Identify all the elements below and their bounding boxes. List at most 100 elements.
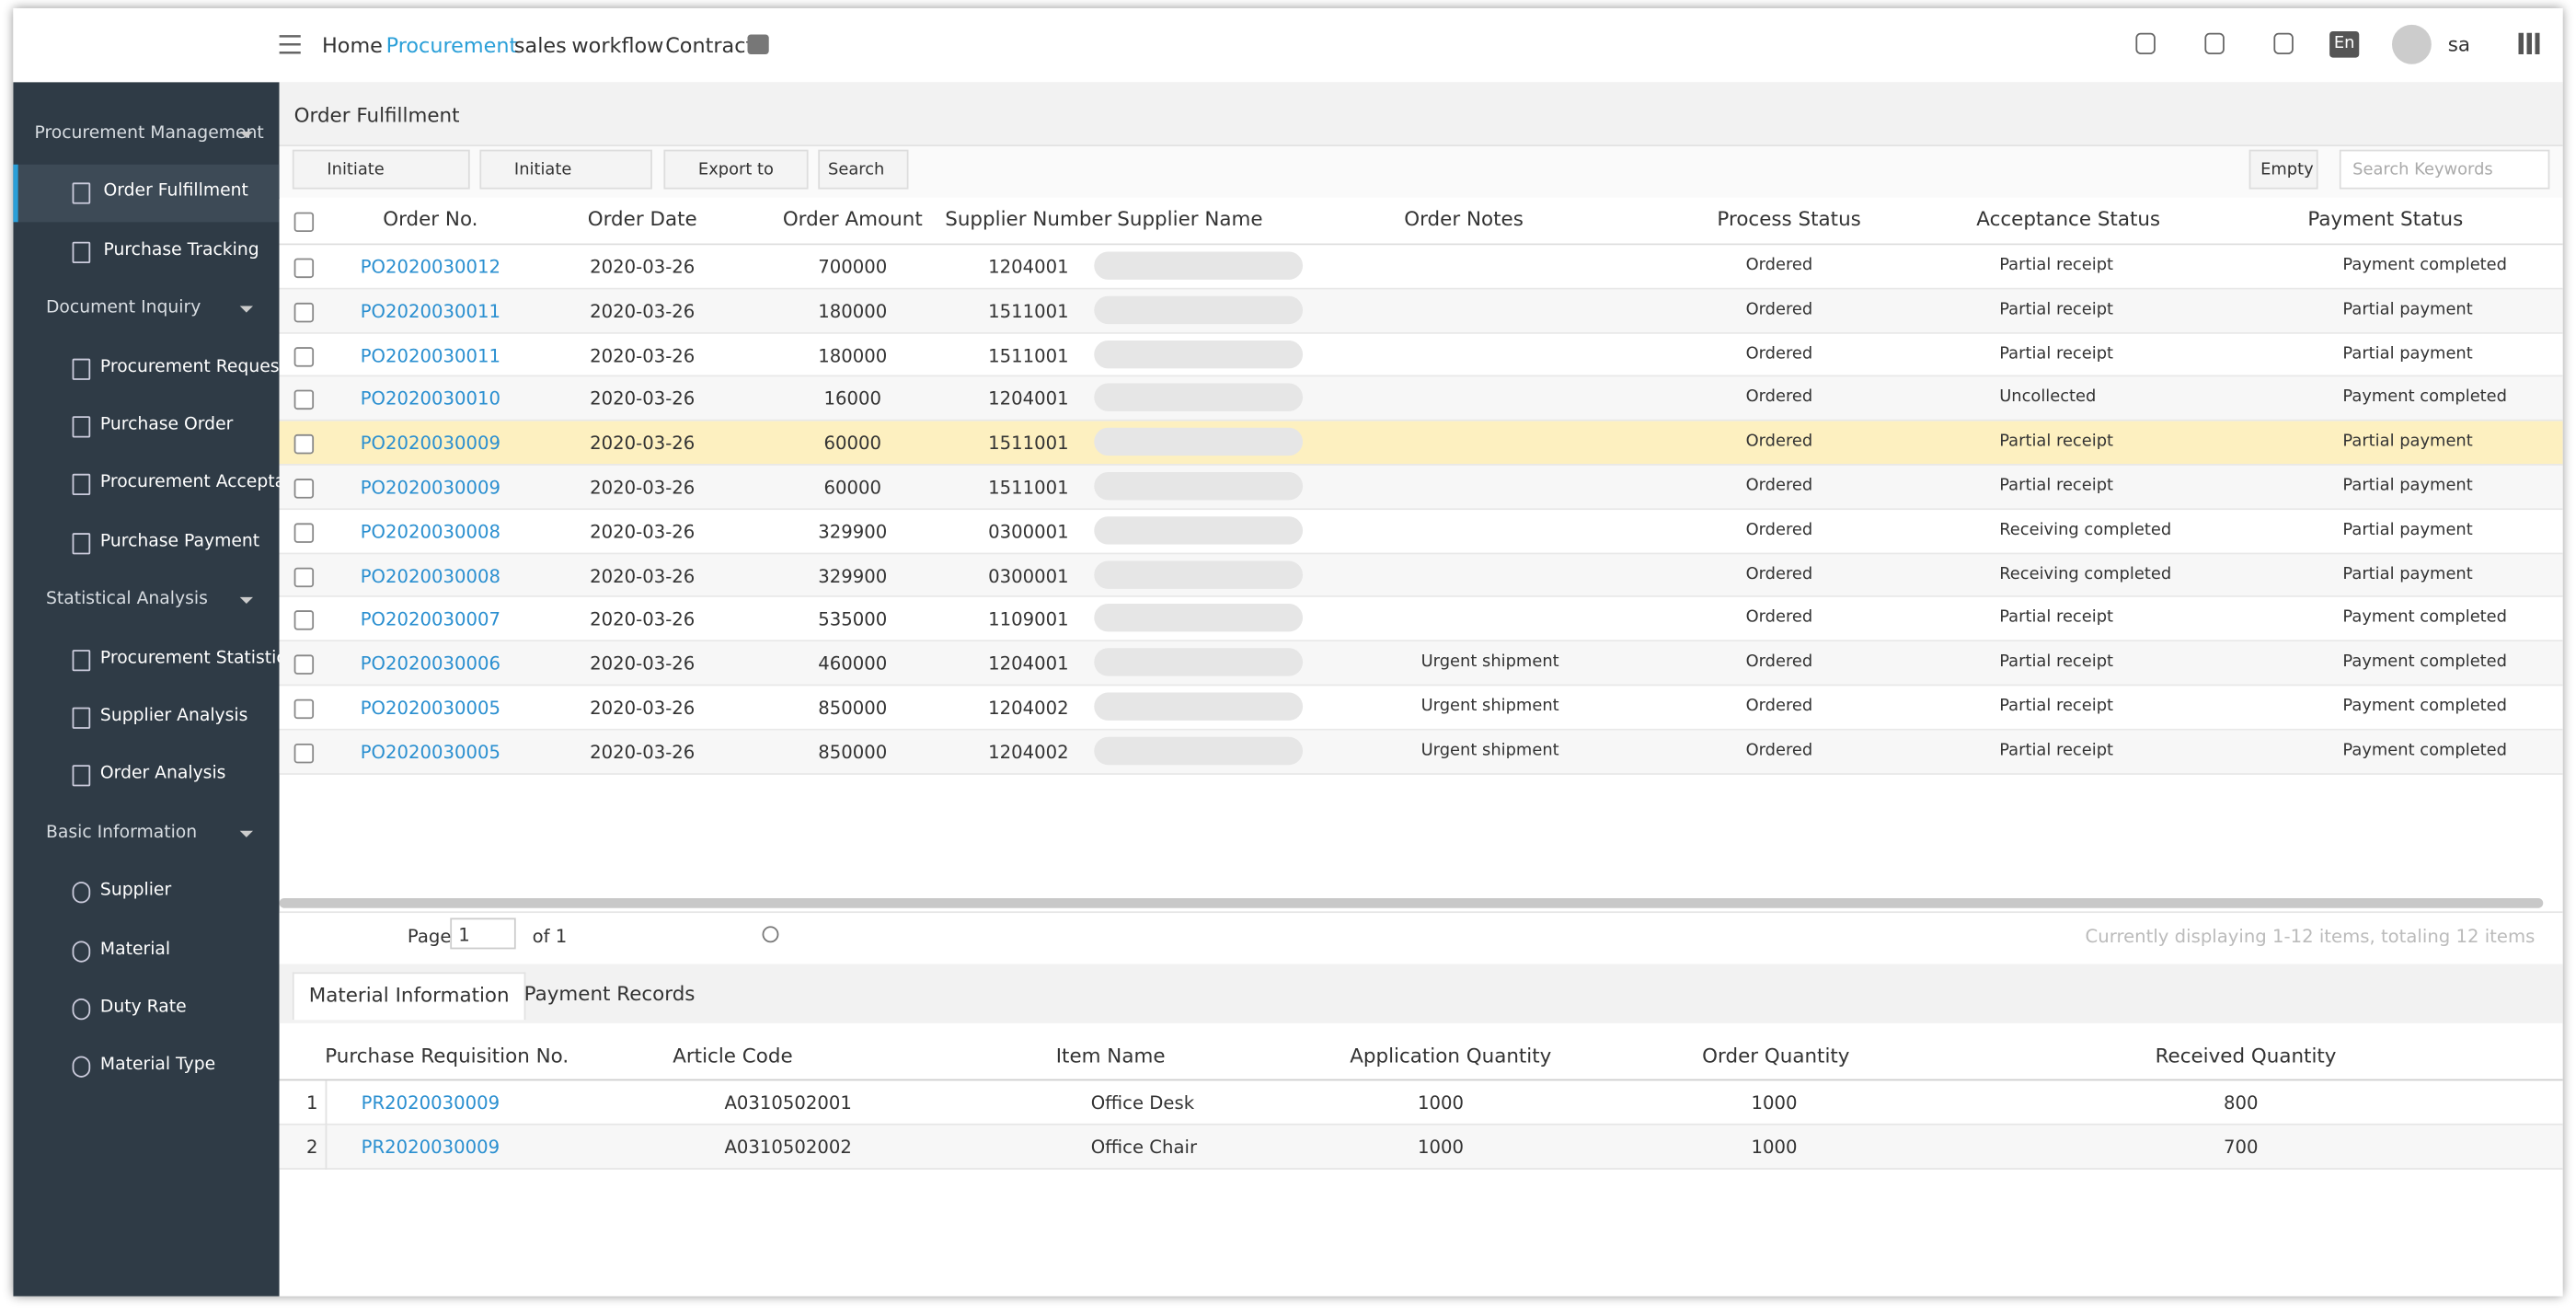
sidebar-item[interactable]: Material Type — [99, 1055, 216, 1075]
menu-icon — [72, 241, 91, 263]
checkbox[interactable] — [293, 479, 315, 499]
tab[interactable]: Payment Records — [523, 982, 696, 1006]
table-row[interactable] — [279, 377, 2563, 421]
table-row[interactable] — [279, 553, 2563, 598]
order-link[interactable]: PO2020030007 — [360, 609, 500, 631]
column-header: Supplier Number — [945, 207, 1112, 231]
sidebar-item[interactable]: Procurement Acceptance — [99, 472, 316, 493]
nav-item[interactable]: workflow — [571, 32, 664, 58]
toolbar-button[interactable]: Search — [818, 149, 909, 190]
sidebar-group[interactable]: Procurement Management — [34, 123, 264, 144]
cell: 1511001 — [988, 300, 1069, 322]
empty-button[interactable]: Empty — [2248, 149, 2318, 190]
lang-badge[interactable]: En — [2329, 30, 2360, 58]
sidebar-item[interactable]: Order Fulfillment — [103, 181, 248, 202]
table-row[interactable] — [279, 597, 2563, 642]
table-row[interactable] — [279, 333, 2563, 378]
sidebar-item[interactable]: Supplier Analysis — [99, 705, 248, 726]
menu-icon — [72, 882, 91, 904]
toolbar-button[interactable]: Initiate Acceptance — [292, 149, 470, 219]
cell: Ordered — [1745, 697, 1813, 716]
title-bar — [279, 82, 2563, 147]
sidebar-item[interactable]: Duty Rate — [99, 997, 187, 1017]
table-row[interactable] — [279, 509, 2563, 554]
checkbox[interactable] — [293, 390, 315, 410]
nav-item[interactable]: sales — [513, 32, 567, 58]
checkbox[interactable] — [293, 654, 315, 675]
order-link[interactable]: PO2020030008 — [360, 565, 500, 587]
checkbox[interactable] — [293, 743, 315, 764]
sidebar-group[interactable]: Basic Information — [45, 822, 198, 842]
cell: 1204001 — [988, 256, 1069, 279]
refresh[interactable] — [762, 926, 779, 943]
page-summary: Currently displaying 1-12 items, totalin… — [2085, 926, 2536, 948]
requisition-link[interactable]: PR2020030009 — [361, 1137, 500, 1159]
menu-icon — [72, 532, 91, 555]
cell: Partial receipt — [1999, 344, 2114, 364]
checkbox[interactable] — [293, 258, 315, 279]
toolbar-button[interactable]: Export to Excel — [663, 149, 809, 219]
sidebar-group[interactable]: Statistical Analysis — [45, 589, 208, 609]
menu-icon[interactable] — [279, 35, 303, 54]
nav-item[interactable]: Home — [321, 32, 383, 58]
sidebar-item[interactable]: Supplier — [99, 880, 172, 901]
requisition-link[interactable]: PR2020030009 — [361, 1091, 500, 1114]
cell: A0310502001 — [724, 1091, 852, 1114]
cell: Partial payment — [2342, 300, 2473, 319]
cell: 1204002 — [988, 697, 1069, 720]
table-row[interactable] — [279, 465, 2563, 510]
nav-item[interactable]: Contract — [665, 32, 754, 58]
menu-icon — [72, 649, 91, 671]
sidebar-item[interactable]: Material — [99, 938, 171, 959]
order-link[interactable]: PO2020030009 — [360, 477, 500, 499]
table-row[interactable] — [279, 289, 2563, 334]
checkbox[interactable] — [293, 698, 315, 720]
order-link[interactable]: PO2020030011 — [360, 300, 500, 322]
sidebar-item[interactable]: Procurement Statistics — [99, 647, 295, 667]
sidebar-item[interactable]: Procurement Request — [99, 356, 286, 376]
order-link[interactable]: PO2020030008 — [360, 521, 500, 543]
tab[interactable]: Material Information — [292, 972, 526, 1021]
sidebar-item[interactable]: Purchase Order — [99, 414, 234, 434]
cell: Partial receipt — [1999, 741, 2114, 760]
order-link[interactable]: PO2020030006 — [360, 652, 500, 675]
order-link[interactable]: PO2020030011 — [360, 344, 500, 366]
user-name[interactable]: sa — [2447, 32, 2470, 56]
page-input[interactable]: 1 — [450, 918, 516, 950]
search-input[interactable]: Search Keywords — [2339, 149, 2550, 190]
order-link[interactable]: PO2020030010 — [360, 388, 500, 410]
order-link[interactable]: PO2020030009 — [360, 433, 500, 455]
table-row[interactable] — [279, 730, 2563, 775]
sidebar-item[interactable]: Purchase Payment — [99, 530, 260, 551]
table-row[interactable] — [279, 686, 2563, 731]
toolbar-button[interactable]: Initiate Payment — [479, 149, 652, 219]
checkbox[interactable] — [293, 346, 315, 366]
cell: 2020-03-26 — [590, 256, 696, 279]
nav-item[interactable]: Procurement — [385, 32, 518, 58]
toolbar-icon[interactable] — [2204, 32, 2225, 54]
toolbar-icon[interactable] — [2135, 32, 2156, 54]
apps-icon[interactable] — [2518, 32, 2540, 54]
checkbox[interactable] — [293, 302, 315, 322]
sidebar-group[interactable]: Document Inquiry — [45, 297, 201, 318]
column-header: Order Date — [587, 207, 697, 231]
checkbox[interactable] — [293, 566, 315, 587]
checkbox[interactable] — [293, 610, 315, 631]
order-link[interactable]: PO2020030005 — [360, 697, 500, 720]
column-header: Order Quantity — [1702, 1045, 1850, 1068]
table-row[interactable] — [279, 421, 2563, 466]
cell: 2020-03-26 — [590, 477, 696, 499]
sidebar-item[interactable]: Purchase Tracking — [103, 239, 259, 260]
scrollbar[interactable] — [279, 897, 2544, 908]
checkbox[interactable] — [293, 434, 315, 455]
sidebar-item[interactable]: Order Analysis — [99, 764, 226, 784]
checkbox[interactable] — [293, 523, 315, 543]
avatar[interactable] — [2391, 24, 2432, 64]
toolbar-icon[interactable] — [2273, 32, 2294, 54]
checkbox[interactable] — [293, 212, 315, 233]
active-item — [13, 165, 280, 224]
order-link[interactable]: PO2020030012 — [360, 256, 500, 279]
table-row[interactable] — [279, 245, 2563, 290]
table-row[interactable] — [279, 641, 2563, 687]
order-link[interactable]: PO2020030005 — [360, 741, 500, 764]
